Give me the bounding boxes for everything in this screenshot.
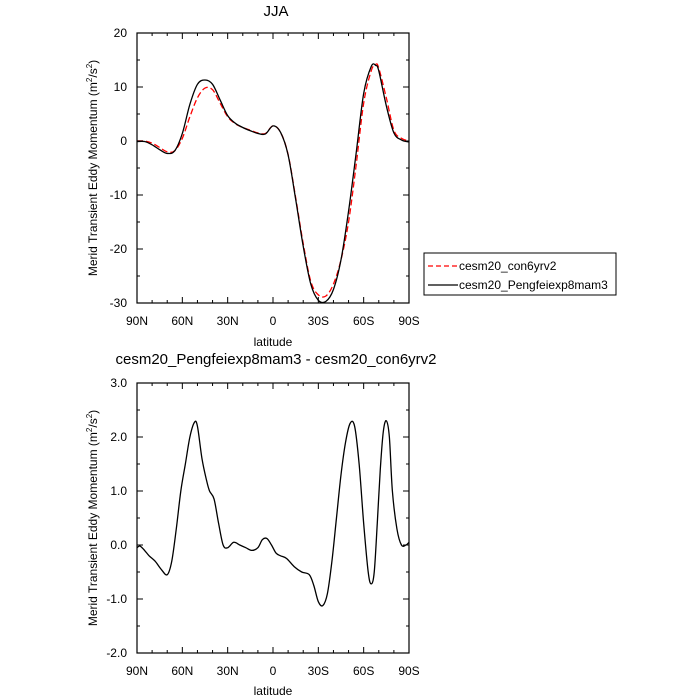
legend-label-con6yrv2: cesm20_con6yrv2 xyxy=(459,259,557,273)
top-x-tick-label: 90N xyxy=(126,314,148,328)
bottom-y-tick-label: 2.0 xyxy=(110,430,127,444)
top-y-tick-label: -20 xyxy=(110,242,128,256)
bottom-y-tick-label: 3.0 xyxy=(110,376,127,390)
bottom-y-axis-label: Merid Transient Eddy Momentum (m2/s2) xyxy=(85,410,100,626)
bottom-y-label-end: ) xyxy=(86,410,100,414)
bottom-axis-ticks xyxy=(136,382,410,654)
bottom-y-tick-labels: -2.0 -1.0 0.0 1.0 2.0 3.0 xyxy=(106,376,127,660)
top-y-tick-label: -10 xyxy=(110,188,128,202)
top-x-tick-label: 30S xyxy=(308,314,329,328)
top-x-tick-labels: 90N 60N 30N 0 30S 60S 90S xyxy=(126,314,420,328)
bottom-panel: cesm20_Pengfeiexp8mam3 - cesm20_con6yrv2… xyxy=(85,351,437,698)
bottom-y-tick-label: -2.0 xyxy=(106,646,127,660)
bottom-y-label-mid: /s xyxy=(86,418,100,427)
bottom-x-tick-label: 90N xyxy=(126,664,148,678)
top-y-tick-label: 20 xyxy=(114,26,128,40)
top-series-line-1 xyxy=(136,63,410,298)
bottom-x-tick-labels: 90N 60N 30N 0 30S 60S 90S xyxy=(126,664,420,678)
bottom-x-axis-label: latitude xyxy=(254,684,293,698)
top-x-axis-label: latitude xyxy=(254,335,293,349)
top-y-tick-labels: -30 -20 -10 0 10 20 xyxy=(110,26,128,310)
bottom-series-line-1 xyxy=(136,420,410,607)
bottom-x-tick-label: 0 xyxy=(270,664,277,678)
top-x-tick-label: 0 xyxy=(270,314,277,328)
top-y-label-sup2: 2 xyxy=(85,63,94,68)
legend: cesm20_con6yrv2 cesm20_Pengfeiexp8mam3 xyxy=(423,252,617,296)
top-panel: JJA 90N 60N 30N 0 30S 60S 90S -30 -20 -10 0 10 20 l… xyxy=(85,3,420,349)
top-x-tick-label: 30N xyxy=(217,314,239,328)
top-chart-title: JJA xyxy=(263,3,288,20)
top-y-axis-label: Merid Transient Eddy Momentum (m2/s2) xyxy=(85,60,100,276)
top-y-tick-label: -30 xyxy=(110,296,128,310)
bottom-x-tick-label: 60S xyxy=(353,664,374,678)
top-series-group xyxy=(136,63,410,304)
bottom-x-tick-label: 30N xyxy=(217,664,239,678)
bottom-y-label-main: Merid Transient Eddy Momentum (m xyxy=(86,432,100,626)
top-y-label-end: ) xyxy=(86,60,100,64)
bottom-y-label-sup2: 2 xyxy=(85,413,94,418)
bottom-x-tick-label: 60N xyxy=(171,664,193,678)
bottom-y-tick-label: 0.0 xyxy=(110,538,127,552)
top-y-label-sup1: 2 xyxy=(85,77,94,82)
top-series-line-2 xyxy=(136,63,410,304)
bottom-x-tick-label: 30S xyxy=(308,664,329,678)
bottom-y-label-sup1: 2 xyxy=(85,427,94,432)
top-y-label-main: Merid Transient Eddy Momentum (m xyxy=(86,82,100,276)
top-axis-ticks xyxy=(136,32,410,304)
bottom-series-group xyxy=(136,420,410,607)
top-y-label-mid: /s xyxy=(86,68,100,77)
top-x-tick-label: 90S xyxy=(398,314,419,328)
legend-box xyxy=(423,252,617,296)
top-x-tick-label: 60S xyxy=(353,314,374,328)
top-x-tick-label: 60N xyxy=(171,314,193,328)
bottom-y-tick-label: -1.0 xyxy=(106,592,127,606)
legend-label-pengfei: cesm20_Pengfeiexp8mam3 xyxy=(459,278,608,292)
top-y-tick-label: 10 xyxy=(114,80,128,94)
top-y-tick-label: 0 xyxy=(120,134,127,148)
bottom-x-tick-label: 90S xyxy=(398,664,419,678)
bottom-chart-title: cesm20_Pengfeiexp8mam3 - cesm20_con6yrv2 xyxy=(116,351,437,368)
bottom-y-tick-label: 1.0 xyxy=(110,484,127,498)
